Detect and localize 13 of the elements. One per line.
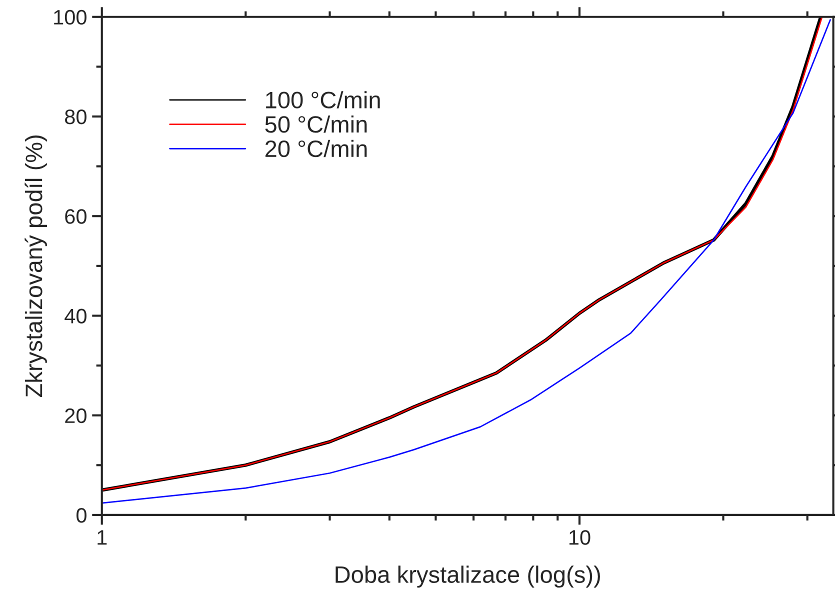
y-axis-title: Zkrystalizovaný podíl (%) xyxy=(24,136,47,398)
y-tick-label: 60 xyxy=(65,209,86,224)
x-axis-title: Doba krystalizace (log(s)) xyxy=(336,566,600,588)
y-tick-label: 80 xyxy=(65,110,86,124)
y-tick-label: 100 xyxy=(54,10,86,25)
legend-label: 50 °C/min xyxy=(265,115,367,133)
y-tick-label: 20 xyxy=(65,408,86,424)
legend-label: 100 °C/min xyxy=(266,91,380,108)
x-tick-label: 1 xyxy=(98,530,107,545)
y-tick-label: 0 xyxy=(76,508,86,523)
legend-label: 20 °C/min xyxy=(265,140,367,158)
x-tick-label: 10 xyxy=(569,530,590,545)
y-tick-label: 40 xyxy=(64,308,86,324)
